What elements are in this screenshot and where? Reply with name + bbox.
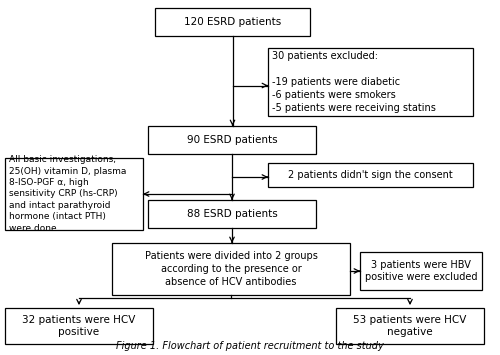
Bar [148,200,316,228]
Text: 120 ESRD patients: 120 ESRD patients [184,17,281,27]
Bar [148,126,316,154]
Text: All basic investigations,
25(OH) vitamin D, plasma
8-ISO-PGF α, high
sensitivity: All basic investigations, 25(OH) vitamin… [9,155,127,233]
Text: Figure 1. Flowchart of patient recruitment to the study: Figure 1. Flowchart of patient recruitme… [116,341,384,351]
Bar [268,163,473,187]
Bar [336,308,484,344]
Text: 90 ESRD patients: 90 ESRD patients [186,135,278,145]
Text: 88 ESRD patients: 88 ESRD patients [186,209,278,219]
Text: Patients were divided into 2 groups
according to the presence or
absence of HCV : Patients were divided into 2 groups acco… [144,251,318,287]
Bar [5,158,143,230]
Bar [268,48,473,116]
Bar [112,243,350,295]
Text: 3 patients were HBV
positive were excluded: 3 patients were HBV positive were exclud… [365,260,477,282]
Bar [360,252,482,290]
Bar [155,8,310,36]
Text: 2 patients didn't sign the consent: 2 patients didn't sign the consent [288,170,453,180]
Text: 53 patients were HCV
negative: 53 patients were HCV negative [354,315,467,337]
Text: 32 patients were HCV
positive: 32 patients were HCV positive [22,315,136,337]
Bar [5,308,153,344]
Text: 30 patients excluded:

-19 patients were diabetic
-6 patients were smokers
-5 pa: 30 patients excluded: -19 patients were … [272,51,436,113]
